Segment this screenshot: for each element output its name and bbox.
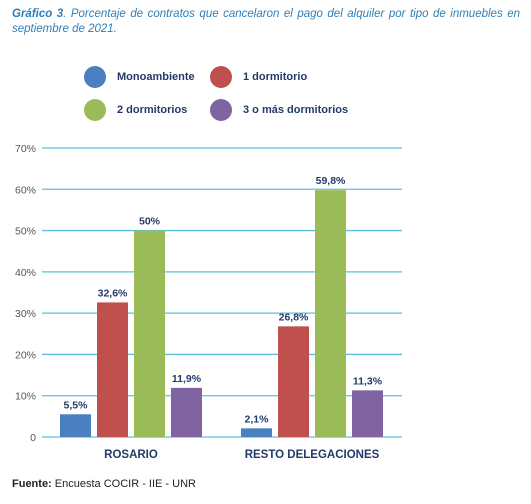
y-tick-label: 60% — [15, 184, 36, 196]
source-label: Fuente: — [12, 478, 52, 490]
y-tick-label: 0 — [30, 432, 36, 444]
data-label: 26,8% — [279, 311, 309, 323]
bar — [60, 414, 91, 437]
bar-chart: 0 10% 20% 30% 40% 50% 60% 70% 5,5% 32,6% 50% 11,9% R… — [15, 143, 402, 461]
legend-label: 3 o más dormitorios — [243, 104, 349, 116]
y-tick-label: 20% — [15, 349, 36, 361]
y-tick-label: 10% — [15, 391, 36, 403]
bar — [352, 390, 383, 437]
bar — [134, 230, 165, 437]
bar — [315, 190, 346, 437]
source-note: Fuente: Encuesta COCIR - IIE - UNR — [12, 478, 196, 490]
legend-item-4: 3 o más dormitorios — [210, 99, 348, 121]
legend-swatch — [210, 99, 232, 121]
y-tick-label: 50% — [15, 226, 36, 238]
legend-swatch — [84, 99, 106, 121]
data-label: 11,9% — [172, 373, 202, 385]
bar — [278, 326, 309, 437]
caption-label: Gráfico 3 — [12, 8, 64, 20]
data-label: 32,6% — [98, 287, 128, 299]
legend-swatch — [84, 66, 106, 88]
y-tick-label: 70% — [15, 143, 36, 155]
source-text: Encuesta COCIR - IIE - UNR — [51, 478, 196, 490]
bar — [171, 387, 202, 437]
bar — [241, 428, 272, 437]
legend-item-1: Monoambiente — [84, 66, 195, 88]
x-category-label: RESTO DELEGACIONES — [245, 449, 380, 461]
legend-label: 2 dormitorios — [117, 104, 188, 116]
legend-label: Monoambiente — [117, 71, 195, 83]
data-label: 50% — [139, 216, 161, 228]
bar — [97, 302, 128, 437]
y-tick-label: 30% — [15, 308, 36, 320]
data-label: 5,5% — [64, 399, 89, 411]
legend-item-3: 2 dormitorios — [84, 99, 187, 121]
data-label: 2,1% — [245, 413, 270, 425]
caption-text: . Porcentaje de contratos que cancelaron… — [12, 8, 520, 35]
legend-label: 1 dormitorio — [243, 71, 308, 83]
data-label: 11,3% — [353, 375, 383, 387]
legend-item-2: 1 dormitorio — [210, 66, 307, 88]
x-category-label: ROSARIO — [104, 449, 158, 461]
y-tick-label: 40% — [15, 267, 36, 279]
data-label: 59,8% — [316, 175, 346, 187]
legend-swatch — [210, 66, 232, 88]
chart-caption: Gráfico 3. Porcentaje de contratos que c… — [12, 7, 520, 37]
